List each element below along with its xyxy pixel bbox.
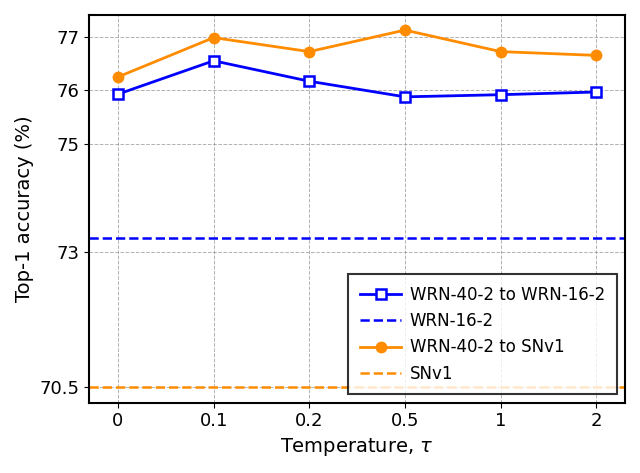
Y-axis label: Top-1 accuracy (%): Top-1 accuracy (%) — [15, 115, 34, 302]
WRN-40-2 to WRN-16-2 — [114, 91, 122, 97]
WRN-40-2 to SNv1 — [593, 53, 600, 58]
WRN-40-2 to SNv1 — [210, 35, 218, 41]
WRN-40-2 to WRN-16-2 — [305, 79, 313, 84]
SNv1 — [210, 384, 218, 389]
WRN-40-2 to SNv1 — [497, 49, 504, 54]
WRN-16-2 — [210, 235, 218, 241]
WRN-40-2 to SNv1 — [114, 74, 122, 80]
WRN-40-2 to SNv1 — [305, 49, 313, 54]
Legend: WRN-40-2 to WRN-16-2, WRN-16-2, WRN-40-2 to SNv1, SNv1: WRN-40-2 to WRN-16-2, WRN-16-2, WRN-40-2… — [348, 274, 617, 394]
Line: WRN-40-2 to SNv1: WRN-40-2 to SNv1 — [113, 25, 601, 82]
WRN-40-2 to SNv1 — [401, 27, 409, 33]
WRN-40-2 to WRN-16-2 — [210, 58, 218, 63]
SNv1 — [114, 384, 122, 389]
WRN-40-2 to WRN-16-2 — [401, 94, 409, 100]
WRN-40-2 to WRN-16-2 — [497, 92, 504, 97]
WRN-16-2 — [114, 235, 122, 241]
WRN-40-2 to WRN-16-2 — [593, 89, 600, 95]
X-axis label: Temperature, $\tau$: Temperature, $\tau$ — [280, 436, 434, 458]
Line: WRN-40-2 to WRN-16-2: WRN-40-2 to WRN-16-2 — [113, 56, 601, 102]
